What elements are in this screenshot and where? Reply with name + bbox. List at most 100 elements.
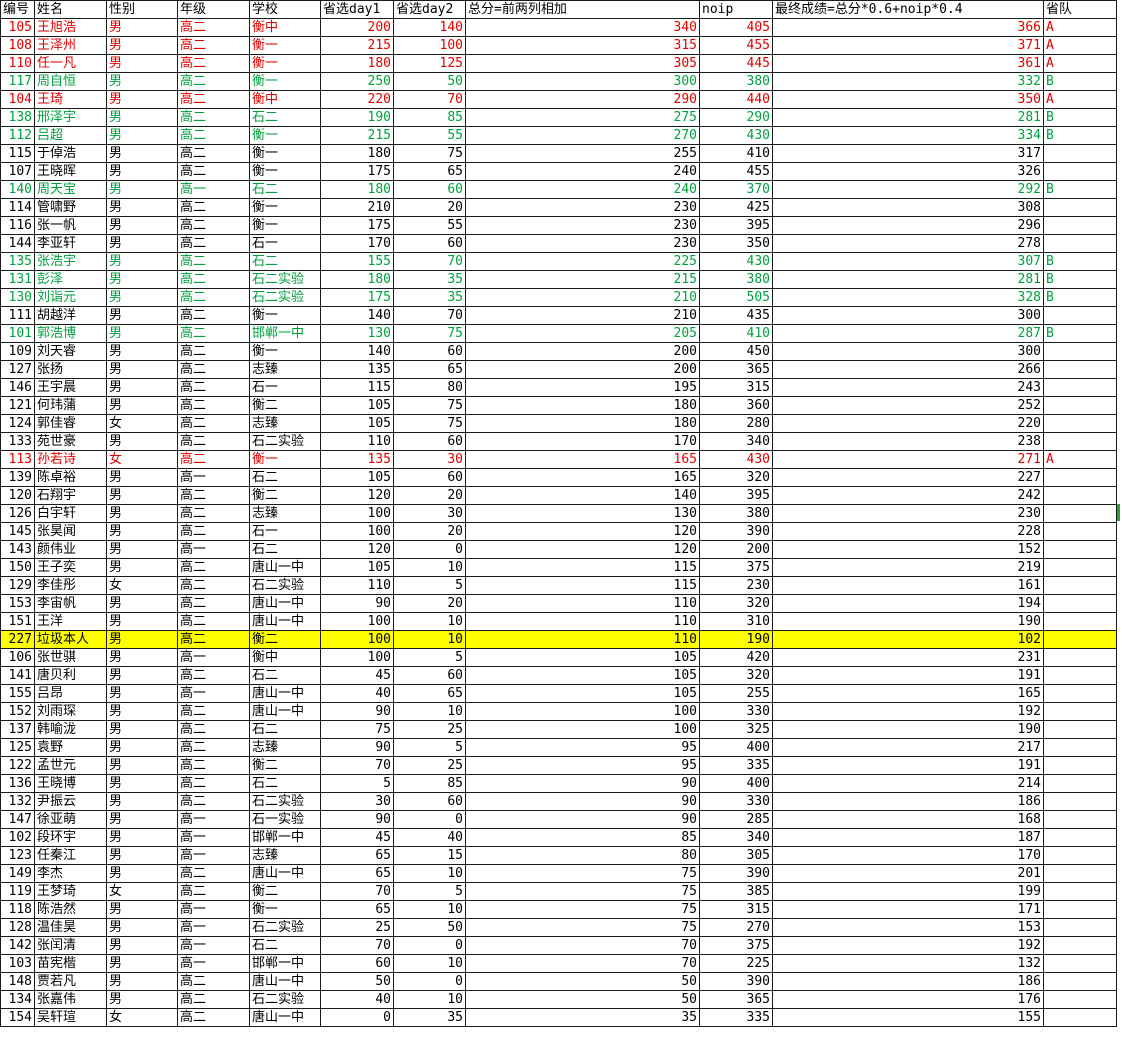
cell-final[interactable]: 199 (772, 882, 1044, 901)
cell-day1[interactable]: 175 (320, 288, 394, 307)
cell-gender[interactable]: 男 (106, 936, 178, 955)
cell-day2[interactable]: 65 (393, 684, 466, 703)
cell-team[interactable]: B (1043, 270, 1117, 289)
cell-total[interactable]: 90 (465, 810, 700, 829)
cell-day2[interactable]: 0 (393, 936, 466, 955)
cell-name[interactable]: 周天宝 (34, 180, 107, 199)
cell-total[interactable]: 110 (465, 594, 700, 613)
cell-total[interactable]: 75 (465, 864, 700, 883)
cell-name[interactable]: 李杰 (34, 864, 107, 883)
cell-name[interactable]: 王晓晖 (34, 162, 107, 181)
cell-total[interactable]: 100 (465, 720, 700, 739)
cell-noip[interactable]: 450 (699, 342, 773, 361)
cell-day1[interactable]: 25 (320, 918, 394, 937)
cell-id[interactable]: 110 (0, 54, 35, 73)
cell-team[interactable] (1043, 306, 1117, 325)
cell-school[interactable]: 石二 (249, 180, 321, 199)
cell-school[interactable]: 石二 (249, 774, 321, 793)
cell-noip[interactable]: 320 (699, 666, 773, 685)
cell-id[interactable]: 145 (0, 522, 35, 541)
cell-noip[interactable]: 315 (699, 900, 773, 919)
cell-final[interactable]: 228 (772, 522, 1044, 541)
cell-final[interactable]: 168 (772, 810, 1044, 829)
cell-day1[interactable]: 140 (320, 306, 394, 325)
cell-team[interactable] (1043, 522, 1117, 541)
cell-school[interactable]: 衡二 (249, 882, 321, 901)
cell-school[interactable]: 石一 (249, 522, 321, 541)
cell-day1[interactable]: 70 (320, 936, 394, 955)
cell-name[interactable]: 管啸野 (34, 198, 107, 217)
cell-day1[interactable]: 175 (320, 162, 394, 181)
cell-day2[interactable]: 65 (393, 360, 466, 379)
cell-day2[interactable]: 0 (393, 972, 466, 991)
cell-school[interactable]: 石二实验 (249, 576, 321, 595)
cell-day1[interactable]: 135 (320, 450, 394, 469)
cell-id[interactable]: 114 (0, 198, 35, 217)
cell-noip[interactable]: 340 (699, 432, 773, 451)
cell-day1[interactable]: 220 (320, 90, 394, 109)
cell-school[interactable]: 志臻 (249, 360, 321, 379)
cell-day2[interactable]: 10 (393, 702, 466, 721)
col-header-name[interactable]: 姓名 (34, 0, 107, 19)
cell-final[interactable]: 243 (772, 378, 1044, 397)
cell-noip[interactable]: 410 (699, 324, 773, 343)
cell-gender[interactable]: 男 (106, 378, 178, 397)
cell-name[interactable]: 张一帆 (34, 216, 107, 235)
cell-school[interactable]: 衡一 (249, 900, 321, 919)
cell-team[interactable] (1043, 972, 1117, 991)
cell-gender[interactable]: 男 (106, 216, 178, 235)
cell-day1[interactable]: 90 (320, 810, 394, 829)
cell-name[interactable]: 尹振云 (34, 792, 107, 811)
cell-gender[interactable]: 女 (106, 882, 178, 901)
cell-grade[interactable]: 高一 (177, 810, 250, 829)
cell-name[interactable]: 石翔宇 (34, 486, 107, 505)
cell-day1[interactable]: 100 (320, 630, 394, 649)
cell-noip[interactable]: 290 (699, 108, 773, 127)
cell-team[interactable] (1043, 990, 1117, 1009)
cell-noip[interactable]: 455 (699, 162, 773, 181)
cell-gender[interactable]: 男 (106, 36, 178, 55)
cell-noip[interactable]: 385 (699, 882, 773, 901)
cell-day1[interactable]: 0 (320, 1008, 394, 1027)
cell-day2[interactable]: 5 (393, 738, 466, 757)
cell-gender[interactable]: 男 (106, 90, 178, 109)
cell-total[interactable]: 315 (465, 36, 700, 55)
cell-day2[interactable]: 20 (393, 486, 466, 505)
cell-name[interactable]: 吕昂 (34, 684, 107, 703)
cell-school[interactable]: 衡一 (249, 216, 321, 235)
cell-grade[interactable]: 高二 (177, 90, 250, 109)
cell-team[interactable] (1043, 864, 1117, 883)
cell-day2[interactable]: 35 (393, 288, 466, 307)
cell-id[interactable]: 131 (0, 270, 35, 289)
cell-day1[interactable]: 70 (320, 882, 394, 901)
cell-noip[interactable]: 190 (699, 630, 773, 649)
cell-day1[interactable]: 140 (320, 342, 394, 361)
cell-grade[interactable]: 高二 (177, 18, 250, 37)
cell-noip[interactable]: 380 (699, 270, 773, 289)
cell-final[interactable]: 230 (772, 504, 1044, 523)
cell-team[interactable]: B (1043, 72, 1117, 91)
cell-school[interactable]: 唐山一中 (249, 594, 321, 613)
cell-gender[interactable]: 男 (106, 846, 178, 865)
cell-total[interactable]: 110 (465, 612, 700, 631)
cell-day2[interactable]: 55 (393, 126, 466, 145)
cell-school[interactable]: 衡一 (249, 162, 321, 181)
cell-team[interactable] (1043, 414, 1117, 433)
cell-day2[interactable]: 75 (393, 396, 466, 415)
cell-school[interactable]: 衡一 (249, 342, 321, 361)
cell-total[interactable]: 50 (465, 990, 700, 1009)
cell-name[interactable]: 于倬浩 (34, 144, 107, 163)
cell-grade[interactable]: 高二 (177, 270, 250, 289)
cell-final[interactable]: 187 (772, 828, 1044, 847)
cell-name[interactable]: 张世骐 (34, 648, 107, 667)
cell-total[interactable]: 290 (465, 90, 700, 109)
cell-id[interactable]: 125 (0, 738, 35, 757)
cell-day1[interactable]: 175 (320, 216, 394, 235)
cell-team[interactable] (1043, 900, 1117, 919)
cell-noip[interactable]: 505 (699, 288, 773, 307)
cell-final[interactable]: 192 (772, 936, 1044, 955)
cell-team[interactable] (1043, 540, 1117, 559)
cell-day2[interactable]: 20 (393, 594, 466, 613)
cell-id[interactable]: 108 (0, 36, 35, 55)
cell-school[interactable]: 石二实验 (249, 990, 321, 1009)
